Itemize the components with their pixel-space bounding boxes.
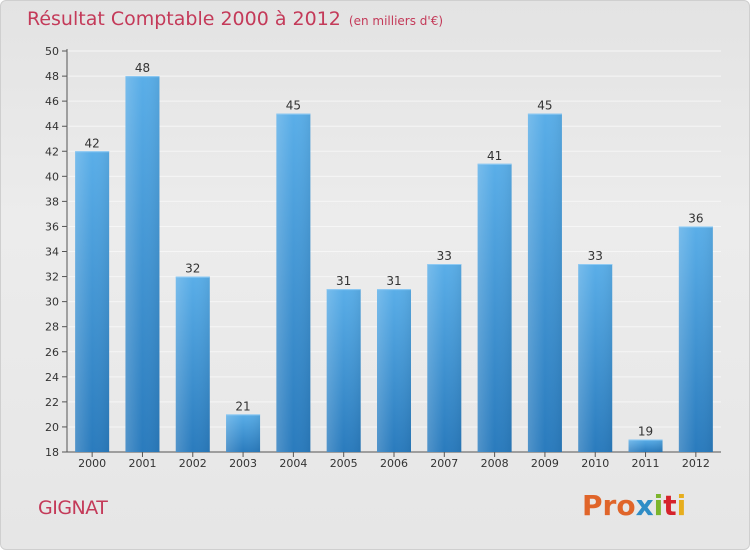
x-tick-label: 2001 xyxy=(128,457,156,470)
bar-value-label: 41 xyxy=(487,149,502,163)
x-tick-label: 2003 xyxy=(229,457,257,470)
y-tick-label: 48 xyxy=(45,70,59,83)
y-tick-label: 50 xyxy=(45,45,59,58)
bar-highlight xyxy=(527,113,562,452)
bar-value-label: 21 xyxy=(235,399,250,413)
y-tick-label: 38 xyxy=(45,195,59,208)
bar-highlight xyxy=(125,76,160,452)
x-tick-label: 2009 xyxy=(531,457,559,470)
y-tick-label: 28 xyxy=(45,321,59,334)
bar-value-label: 31 xyxy=(386,274,401,288)
y-tick-label: 24 xyxy=(45,371,59,384)
y-tick-label: 34 xyxy=(45,246,59,259)
bar-highlight xyxy=(477,163,512,452)
bar-highlight xyxy=(326,289,361,452)
chart-title-text: Résultat Comptable 2000 à 2012 xyxy=(27,8,341,30)
bar-highlight xyxy=(578,264,613,452)
y-tick-label: 40 xyxy=(45,170,59,183)
bar-value-label: 32 xyxy=(185,262,200,276)
x-tick-label: 2010 xyxy=(581,457,609,470)
y-tick-label: 26 xyxy=(45,346,59,359)
x-tick-label: 2005 xyxy=(330,457,358,470)
y-tick-label: 44 xyxy=(45,120,59,133)
y-tick-label: 32 xyxy=(45,271,59,284)
logo-part-4: t xyxy=(663,489,677,522)
chart-title: Résultat Comptable 2000 à 2012 (en millie… xyxy=(27,8,443,30)
bar-value-label: 45 xyxy=(286,99,301,113)
logo-part-5: i xyxy=(676,489,687,522)
x-tick-label: 2002 xyxy=(179,457,207,470)
y-tick-label: 20 xyxy=(45,421,59,434)
y-tick-label: 42 xyxy=(45,145,59,158)
commune-name: GIGNAT xyxy=(38,497,108,519)
bar-highlight xyxy=(678,226,713,452)
x-tick-label: 2000 xyxy=(78,457,106,470)
bar-highlight xyxy=(427,264,462,452)
bar-value-label: 31 xyxy=(336,274,351,288)
bar-highlight xyxy=(226,414,261,452)
bar-value-label: 33 xyxy=(437,249,452,263)
bar-value-label: 48 xyxy=(135,61,150,75)
proxiti-logo: Proxiti xyxy=(582,489,686,522)
x-tick-label: 2004 xyxy=(279,457,307,470)
x-tick-label: 2008 xyxy=(481,457,509,470)
y-tick-label: 30 xyxy=(45,296,59,309)
logo-part-2: x xyxy=(635,489,654,522)
bar-value-label: 36 xyxy=(688,211,703,225)
bar-highlight xyxy=(276,113,311,452)
bar-value-label: 33 xyxy=(588,249,603,263)
chart-subtitle: (en milliers d'€) xyxy=(348,14,444,28)
logo-part-1: Pro xyxy=(582,489,636,522)
y-tick-label: 22 xyxy=(45,396,59,409)
bar-chart: 18 20 22 24 26 28 30 32 34 36 38 40 42 44 46 48 50 2000 20… xyxy=(45,45,721,470)
bar-highlight xyxy=(377,289,411,452)
x-tick-label: 2006 xyxy=(380,457,408,470)
bar-highlight xyxy=(628,439,663,452)
x-tick-label: 2012 xyxy=(682,457,710,470)
y-tick-label: 46 xyxy=(45,95,59,108)
x-tick-label: 2011 xyxy=(632,457,660,470)
bar-value-label: 45 xyxy=(537,99,552,113)
x-tick-label: 2007 xyxy=(430,457,458,470)
bar-highlight xyxy=(75,151,110,452)
bar-value-label: 42 xyxy=(85,136,100,150)
y-tick-label: 18 xyxy=(45,446,59,459)
logo-part-3: i xyxy=(653,489,664,522)
y-tick-label: 36 xyxy=(45,220,59,233)
bar-highlight xyxy=(175,276,210,452)
bar-value-label: 19 xyxy=(638,424,653,438)
